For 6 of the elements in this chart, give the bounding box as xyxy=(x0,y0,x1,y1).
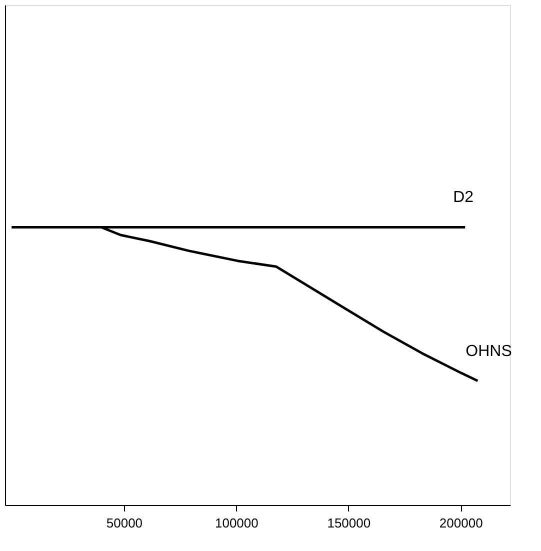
x-tick-label: 50000 xyxy=(106,516,143,530)
series-label: D2 xyxy=(453,189,474,206)
x-tick-label: 150000 xyxy=(327,516,371,530)
series-label: OHNS xyxy=(466,342,512,360)
x-tick-label: 200000 xyxy=(439,516,483,530)
x-tick-label: 100000 xyxy=(214,516,258,530)
